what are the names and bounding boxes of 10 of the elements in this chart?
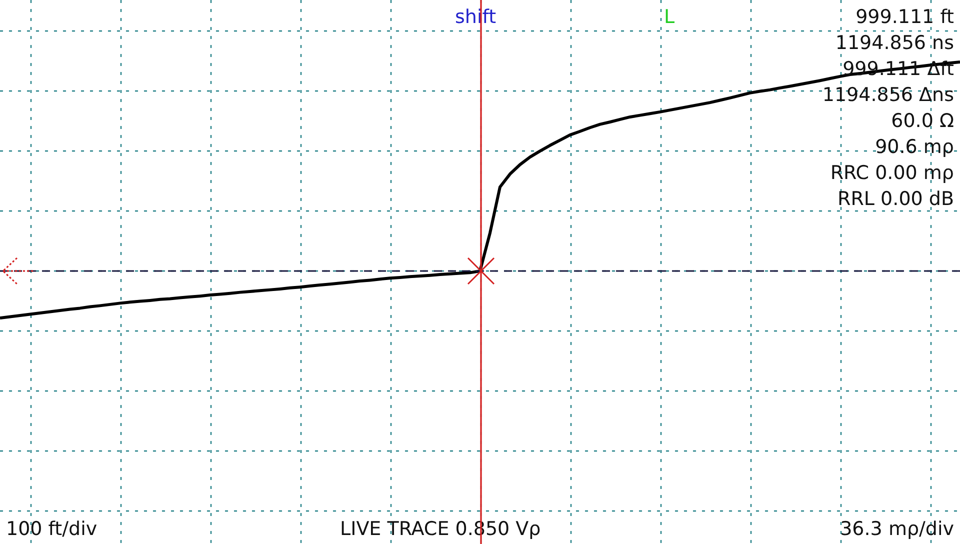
text: 1194.856 ns (835, 32, 954, 54)
text: 999.111 ft (856, 6, 954, 28)
annotation: 1194.856 Δns (822, 84, 954, 106)
text: L (664, 6, 675, 28)
text: 100 ft/div (6, 518, 98, 540)
annotation: 90.6 mρ (875, 136, 954, 158)
annotation: RRL 0.00 dB (838, 188, 954, 210)
annotation: RRC 0.00 mρ (830, 162, 954, 184)
text: 36.3 mρ/div (840, 518, 954, 540)
annotation: 60.0 Ω (891, 110, 954, 132)
